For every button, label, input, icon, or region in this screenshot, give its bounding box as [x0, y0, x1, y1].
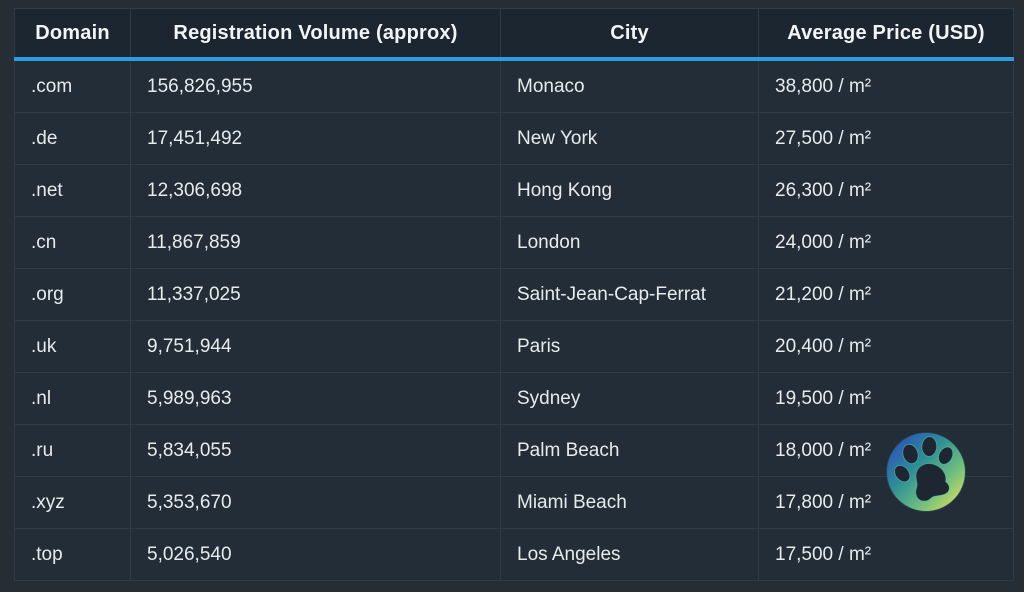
- cell-price: 21,200 / m²: [759, 269, 1014, 321]
- cell-volume: 5,026,540: [131, 529, 501, 581]
- table-row: .org11,337,025Saint-Jean-Cap-Ferrat21,20…: [15, 269, 1014, 321]
- cell-domain: .top: [15, 529, 131, 581]
- cell-city: New York: [501, 113, 759, 165]
- page: Domain Registration Volume (approx) City…: [0, 0, 1024, 592]
- cell-domain: .nl: [15, 373, 131, 425]
- table-row: .ru5,834,055Palm Beach18,000 / m²: [15, 425, 1014, 477]
- cell-domain: .org: [15, 269, 131, 321]
- cell-price: 17,500 / m²: [759, 529, 1014, 581]
- cell-domain: .de: [15, 113, 131, 165]
- cell-city: Monaco: [501, 59, 759, 113]
- table-row: .cn11,867,859London24,000 / m²: [15, 217, 1014, 269]
- table-row: .uk9,751,944Paris20,400 / m²: [15, 321, 1014, 373]
- cell-volume: 5,989,963: [131, 373, 501, 425]
- table-row: .top5,026,540Los Angeles17,500 / m²: [15, 529, 1014, 581]
- cell-volume: 9,751,944: [131, 321, 501, 373]
- cell-volume: 156,826,955: [131, 59, 501, 113]
- column-header-domain: Domain: [15, 9, 131, 60]
- cell-city: Hong Kong: [501, 165, 759, 217]
- cell-city: Saint-Jean-Cap-Ferrat: [501, 269, 759, 321]
- cell-price: 26,300 / m²: [759, 165, 1014, 217]
- cell-price: 17,800 / m²: [759, 477, 1014, 529]
- cell-city: London: [501, 217, 759, 269]
- cell-volume: 5,834,055: [131, 425, 501, 477]
- cell-domain: .net: [15, 165, 131, 217]
- cell-domain: .uk: [15, 321, 131, 373]
- cell-price: 20,400 / m²: [759, 321, 1014, 373]
- data-table-container: Domain Registration Volume (approx) City…: [14, 8, 1013, 581]
- cell-volume: 12,306,698: [131, 165, 501, 217]
- cell-price: 19,500 / m²: [759, 373, 1014, 425]
- cell-volume: 11,867,859: [131, 217, 501, 269]
- cell-price: 27,500 / m²: [759, 113, 1014, 165]
- table-row: .net12,306,698Hong Kong26,300 / m²: [15, 165, 1014, 217]
- table-row: .com156,826,955Monaco38,800 / m²: [15, 59, 1014, 113]
- cell-domain: .xyz: [15, 477, 131, 529]
- cell-volume: 5,353,670: [131, 477, 501, 529]
- cell-city: Miami Beach: [501, 477, 759, 529]
- cell-city: Los Angeles: [501, 529, 759, 581]
- table-body: .com156,826,955Monaco38,800 / m².de17,45…: [15, 59, 1014, 581]
- column-header-city: City: [501, 9, 759, 60]
- column-header-volume: Registration Volume (approx): [131, 9, 501, 60]
- cell-price: 38,800 / m²: [759, 59, 1014, 113]
- cell-domain: .com: [15, 59, 131, 113]
- data-table: Domain Registration Volume (approx) City…: [14, 8, 1014, 581]
- table-header: Domain Registration Volume (approx) City…: [15, 9, 1014, 60]
- cell-domain: .cn: [15, 217, 131, 269]
- cell-volume: 11,337,025: [131, 269, 501, 321]
- column-header-price: Average Price (USD): [759, 9, 1014, 60]
- header-row: Domain Registration Volume (approx) City…: [15, 9, 1014, 60]
- table-row: .de17,451,492New York27,500 / m²: [15, 113, 1014, 165]
- cell-price: 24,000 / m²: [759, 217, 1014, 269]
- cell-volume: 17,451,492: [131, 113, 501, 165]
- cell-city: Palm Beach: [501, 425, 759, 477]
- cell-city: Paris: [501, 321, 759, 373]
- cell-city: Sydney: [501, 373, 759, 425]
- table-row: .nl5,989,963Sydney19,500 / m²: [15, 373, 1014, 425]
- table-row: .xyz5,353,670Miami Beach17,800 / m²: [15, 477, 1014, 529]
- cell-domain: .ru: [15, 425, 131, 477]
- cell-price: 18,000 / m²: [759, 425, 1014, 477]
